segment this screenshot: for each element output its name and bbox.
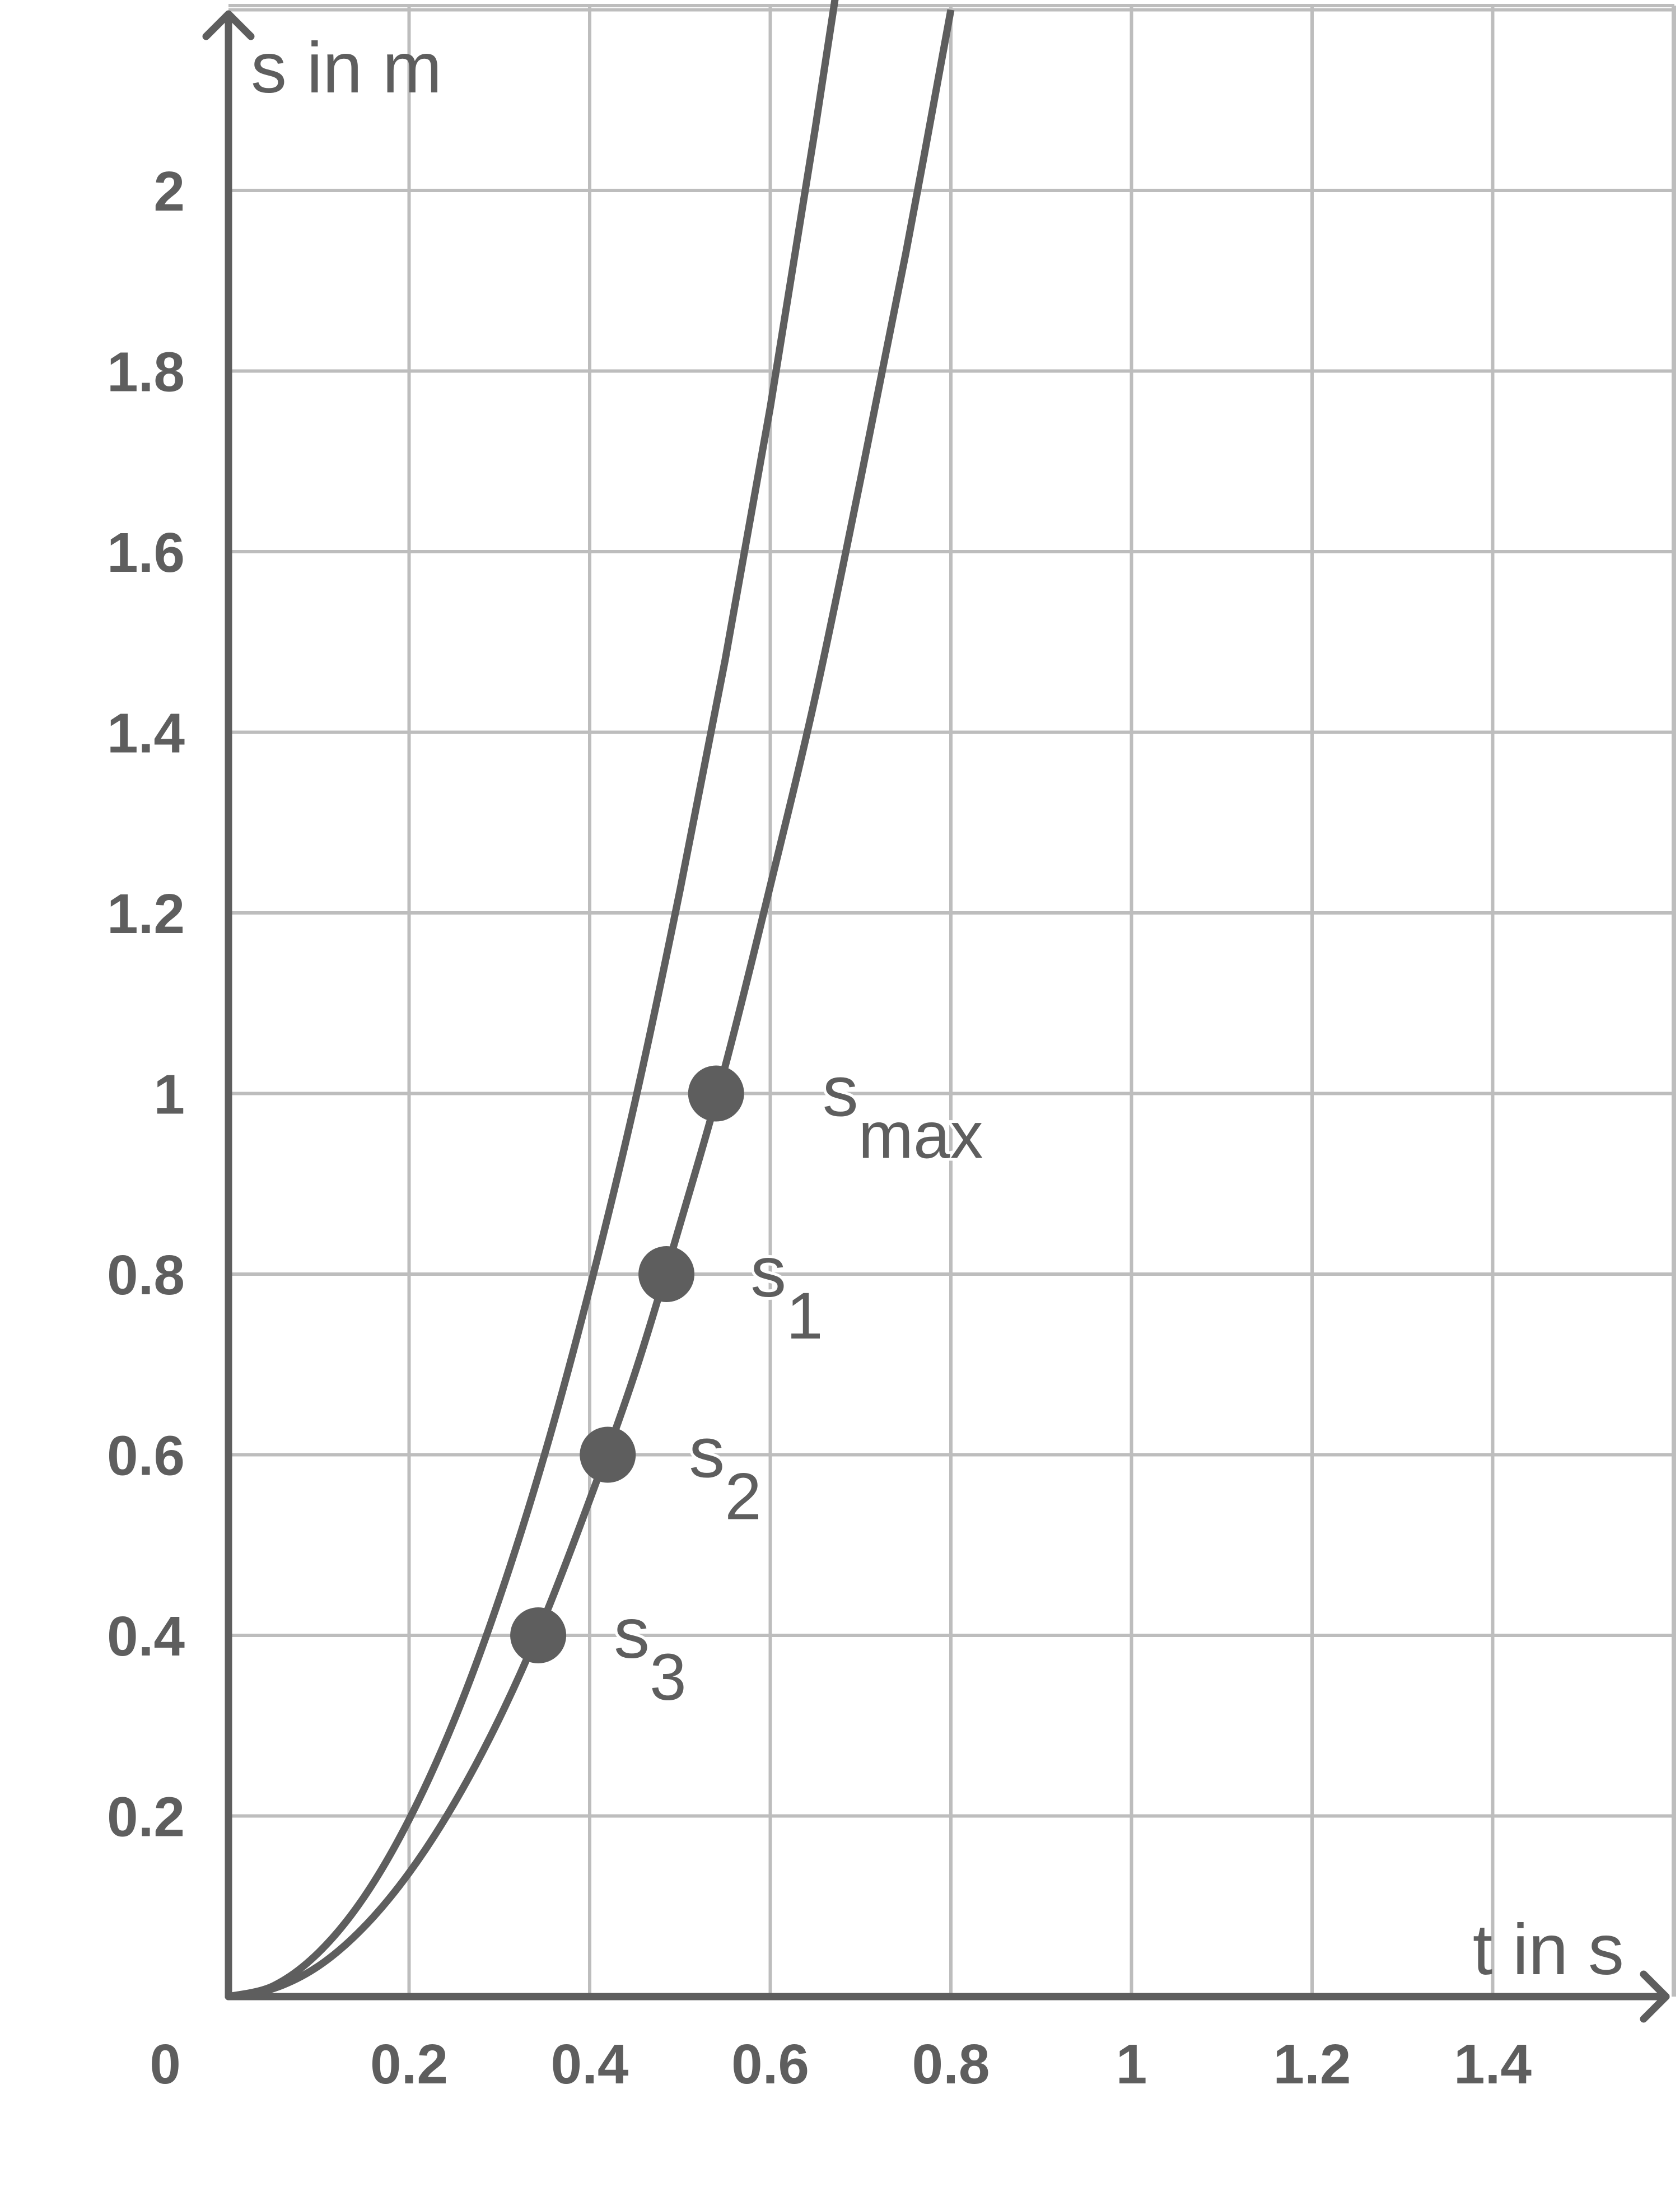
x-tick-label: 0.6 — [731, 2033, 809, 2096]
y-tick-label: 1.2 — [107, 883, 185, 945]
y-tick-label: 0.2 — [107, 1786, 185, 1849]
x-tick-label: 1.4 — [1454, 2033, 1532, 2096]
y-tick-label: 1.6 — [107, 521, 185, 584]
y-tick-label: 1.8 — [107, 341, 185, 404]
x-axis-arrow — [1640, 1970, 1670, 2023]
tick-labels: 0.2 0.4 0.6 0.8 1 1.2 1.4 0.2 0.4 0.6 0.8 1 1.2 1.4 1.… — [107, 160, 1532, 2096]
origin-label: 0 — [150, 2033, 181, 2096]
x-tick-label: 1.2 — [1273, 2033, 1351, 2096]
x-tick-label: 0.4 — [550, 2033, 628, 2096]
grid — [228, 4, 1676, 1997]
y-tick-label: 0.4 — [107, 1605, 185, 1668]
y-tick-label: 2 — [153, 160, 185, 223]
series-line-1 — [227, 0, 839, 2001]
y-tick-label: 0.6 — [107, 1425, 185, 1487]
data-point-s2 — [580, 1426, 636, 1483]
x-tick-label: 1 — [1116, 2033, 1147, 2096]
x-axis-title: t in s — [1473, 1910, 1624, 1990]
point-label-s1: s1 — [750, 1232, 823, 1353]
point-label-s3: s3 — [614, 1593, 687, 1714]
point-label-s2: s2 — [689, 1413, 762, 1534]
y-tick-label: 1 — [153, 1064, 185, 1126]
curves — [227, 0, 955, 2001]
series-line-2 — [227, 9, 955, 2001]
point-label-smax: smax — [823, 1052, 983, 1173]
y-tick-label: 1.4 — [107, 702, 185, 765]
data-point-s3 — [510, 1607, 567, 1663]
x-tick-label: 0.2 — [370, 2033, 448, 2096]
data-point-s1 — [638, 1246, 695, 1302]
y-axis-arrow — [202, 10, 255, 40]
y-axis-title: s in m — [251, 28, 442, 108]
y-tick-label: 0.8 — [107, 1244, 185, 1307]
axes — [202, 10, 1670, 2023]
x-tick-label: 0.8 — [912, 2033, 990, 2096]
data-point-smax — [688, 1065, 744, 1122]
